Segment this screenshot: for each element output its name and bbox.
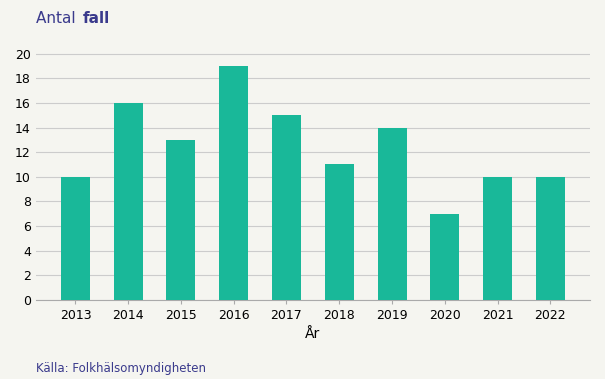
Bar <box>483 177 512 300</box>
Bar <box>378 128 407 300</box>
Bar <box>430 214 459 300</box>
X-axis label: År: År <box>306 327 321 341</box>
Text: fall: fall <box>83 11 110 27</box>
Bar <box>219 66 248 300</box>
Bar <box>61 177 90 300</box>
Bar <box>272 115 301 300</box>
Text: Antal: Antal <box>36 11 80 27</box>
Bar <box>166 140 195 300</box>
Bar <box>114 103 143 300</box>
Text: Källa: Folkhälsomyndigheten: Källa: Folkhälsomyndigheten <box>36 362 206 375</box>
Bar <box>325 164 354 300</box>
Bar <box>536 177 565 300</box>
